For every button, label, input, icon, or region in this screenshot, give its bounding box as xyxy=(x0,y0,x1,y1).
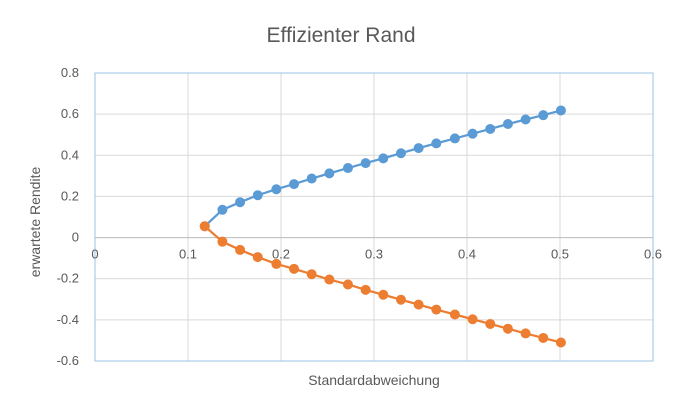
series-1-point xyxy=(378,153,389,164)
series-2-point xyxy=(502,323,513,334)
series-1-point xyxy=(324,168,335,179)
x-tick-label: 0.4 xyxy=(458,247,476,262)
series-2-point xyxy=(485,318,496,329)
series-2-point xyxy=(271,258,282,269)
series-2-point xyxy=(538,332,549,343)
series-1-point xyxy=(395,148,406,159)
series-1-point xyxy=(431,138,442,149)
series-1-point xyxy=(217,204,228,215)
x-axis-label: Standardabweichung xyxy=(308,372,440,388)
y-axis-label: erwartete Rendite xyxy=(27,167,43,278)
chart-title: Effizienter Rand xyxy=(266,24,415,47)
series-1-point xyxy=(449,133,460,144)
series-1-point xyxy=(485,123,496,134)
series-1-point xyxy=(289,179,300,190)
x-tick-label: 0 xyxy=(91,247,98,262)
series-2-point xyxy=(378,289,389,300)
plot-area-border xyxy=(94,72,654,362)
y-tick-label: 0.2 xyxy=(61,188,79,203)
series-2-point xyxy=(324,274,335,285)
y-tick-label: 0.8 xyxy=(61,65,79,80)
series-1-point xyxy=(538,110,549,121)
series-1-point xyxy=(306,173,317,184)
series-2-point xyxy=(252,252,263,263)
series-2-point xyxy=(235,244,246,255)
series-2-point xyxy=(467,314,478,325)
gridlines xyxy=(94,72,654,362)
series-1-point xyxy=(360,158,371,169)
series-2-point xyxy=(342,279,353,290)
y-tick-label: 0 xyxy=(72,230,79,245)
series-1-point xyxy=(271,184,282,195)
series-2-point xyxy=(449,309,460,320)
y-tick-label: -0.4 xyxy=(57,312,79,327)
data-series xyxy=(199,105,566,348)
series-2-point xyxy=(555,337,566,348)
y-tick-label: -0.6 xyxy=(57,353,79,368)
tick-labels: 0 0.1 0.2 0.3 0.4 0.5 0.6 -0.6 -0.4 -0.2 0 0.2 0.4 0.… xyxy=(57,65,662,368)
series-2-point xyxy=(289,263,300,274)
series-1-point xyxy=(235,197,246,208)
y-tick-label: -0.2 xyxy=(57,271,79,286)
series-1-point xyxy=(467,128,478,139)
series-2-point xyxy=(217,236,228,247)
series-2-point xyxy=(431,304,442,315)
x-tick-label: 0.2 xyxy=(272,247,290,262)
series-1-point xyxy=(502,119,513,130)
x-tick-label: 0.3 xyxy=(365,247,383,262)
series-1-point xyxy=(342,163,353,174)
x-tick-label: 0.1 xyxy=(179,247,197,262)
series-2-point xyxy=(199,221,210,232)
series-1-point xyxy=(520,114,531,125)
series-2-point xyxy=(413,299,424,310)
series-2-point xyxy=(360,284,371,295)
series-2-point xyxy=(395,294,406,305)
x-tick-label: 0.5 xyxy=(551,247,569,262)
series-1-point xyxy=(413,143,424,154)
series-1-point xyxy=(555,105,566,116)
x-tick-label: 0.6 xyxy=(644,247,662,262)
series-2-point xyxy=(520,328,531,339)
y-tick-label: 0.4 xyxy=(61,147,79,162)
y-tick-label: 0.6 xyxy=(61,106,79,121)
series-2-point xyxy=(306,269,317,280)
series-1-point xyxy=(252,190,263,201)
